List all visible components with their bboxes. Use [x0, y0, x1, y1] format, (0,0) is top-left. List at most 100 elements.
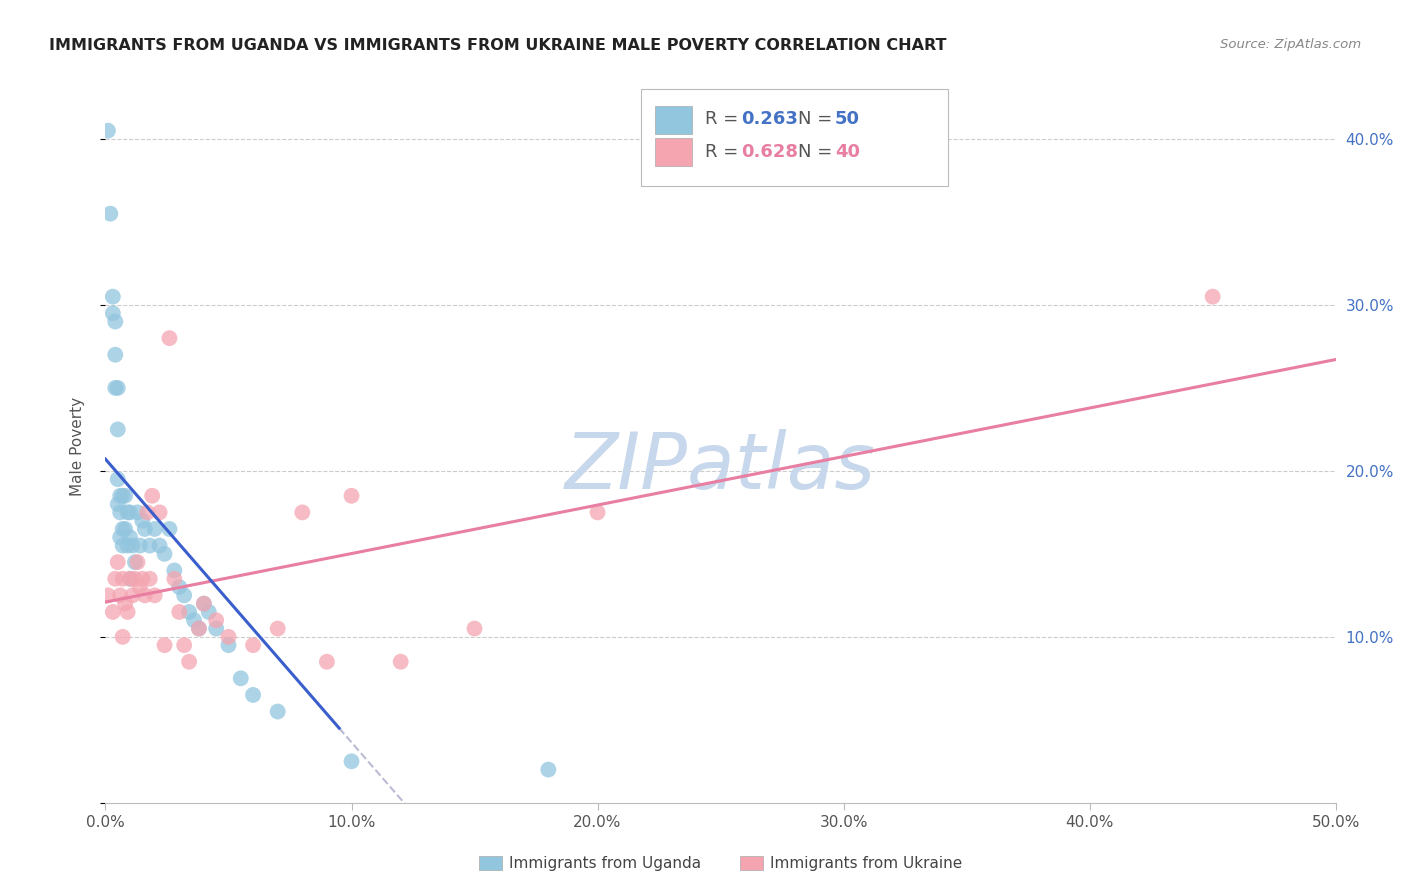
Point	[205, 613, 228, 627]
Point	[159, 522, 180, 536]
Point	[104, 348, 127, 362]
Point	[127, 555, 149, 569]
Point	[169, 580, 191, 594]
Point	[124, 555, 146, 569]
FancyBboxPatch shape	[655, 137, 692, 166]
Point	[107, 555, 129, 569]
Text: ZIPatlas: ZIPatlas	[565, 429, 876, 506]
Text: 0.263: 0.263	[741, 111, 799, 128]
Point	[107, 472, 129, 486]
Point	[120, 572, 141, 586]
Point	[179, 605, 201, 619]
Point	[242, 688, 264, 702]
Point	[389, 655, 412, 669]
Point	[117, 539, 139, 553]
Point	[107, 422, 129, 436]
Point	[586, 505, 609, 519]
Point	[117, 605, 139, 619]
Point	[340, 489, 363, 503]
Point	[267, 705, 290, 719]
Point	[121, 539, 143, 553]
Point	[114, 489, 136, 503]
Point	[173, 588, 195, 602]
FancyBboxPatch shape	[655, 105, 692, 134]
Point	[218, 630, 240, 644]
Point	[242, 638, 264, 652]
Point	[120, 530, 141, 544]
Point	[117, 505, 139, 519]
Point	[163, 564, 186, 578]
Point	[537, 763, 560, 777]
Point	[131, 514, 153, 528]
Point	[131, 572, 153, 586]
Point	[114, 522, 136, 536]
Point	[101, 306, 124, 320]
Point	[188, 622, 211, 636]
Point	[111, 630, 134, 644]
Point	[110, 530, 132, 544]
Point	[114, 597, 136, 611]
Point	[291, 505, 314, 519]
Text: 0.628: 0.628	[741, 143, 799, 161]
Point	[143, 522, 166, 536]
Point	[104, 314, 127, 328]
Point	[124, 572, 146, 586]
Point	[315, 655, 337, 669]
Point	[141, 489, 163, 503]
Point	[173, 638, 195, 652]
Point	[101, 605, 124, 619]
Point	[464, 622, 486, 636]
Y-axis label: Male Poverty: Male Poverty	[70, 396, 84, 496]
Point	[153, 547, 176, 561]
Point	[111, 489, 134, 503]
Point	[129, 580, 152, 594]
Point	[107, 381, 129, 395]
Point	[110, 505, 132, 519]
Point	[163, 572, 186, 586]
Point	[110, 588, 132, 602]
Point	[267, 622, 290, 636]
Point	[121, 588, 143, 602]
Point	[188, 622, 211, 636]
Point	[120, 572, 141, 586]
Point	[1202, 290, 1225, 304]
Legend: Immigrants from Uganda, Immigrants from Ukraine: Immigrants from Uganda, Immigrants from …	[472, 849, 969, 877]
Text: IMMIGRANTS FROM UGANDA VS IMMIGRANTS FROM UKRAINE MALE POVERTY CORRELATION CHART: IMMIGRANTS FROM UGANDA VS IMMIGRANTS FRO…	[49, 38, 946, 54]
Text: N =: N =	[799, 111, 838, 128]
Point	[183, 613, 205, 627]
Point	[153, 638, 176, 652]
Point	[129, 539, 152, 553]
Point	[104, 381, 127, 395]
Point	[340, 754, 363, 768]
Point	[110, 489, 132, 503]
Point	[98, 207, 122, 221]
Point	[111, 572, 134, 586]
Point	[111, 522, 134, 536]
Text: R =: R =	[704, 111, 744, 128]
Point	[97, 124, 120, 138]
Point	[218, 638, 240, 652]
Point	[134, 522, 156, 536]
Point	[104, 572, 127, 586]
Point	[169, 605, 191, 619]
Point	[138, 539, 162, 553]
Point	[197, 605, 221, 619]
FancyBboxPatch shape	[641, 89, 948, 186]
Text: N =: N =	[799, 143, 838, 161]
Text: Source: ZipAtlas.com: Source: ZipAtlas.com	[1220, 38, 1361, 52]
Text: R =: R =	[704, 143, 744, 161]
Point	[127, 505, 149, 519]
Point	[120, 505, 141, 519]
Point	[193, 597, 215, 611]
Point	[134, 588, 156, 602]
Point	[97, 588, 120, 602]
Point	[111, 539, 134, 553]
Text: 50: 50	[835, 111, 860, 128]
Point	[205, 622, 228, 636]
Point	[229, 671, 252, 685]
Point	[136, 505, 159, 519]
Point	[193, 597, 215, 611]
Text: 40: 40	[835, 143, 860, 161]
Point	[149, 539, 172, 553]
Point	[143, 588, 166, 602]
